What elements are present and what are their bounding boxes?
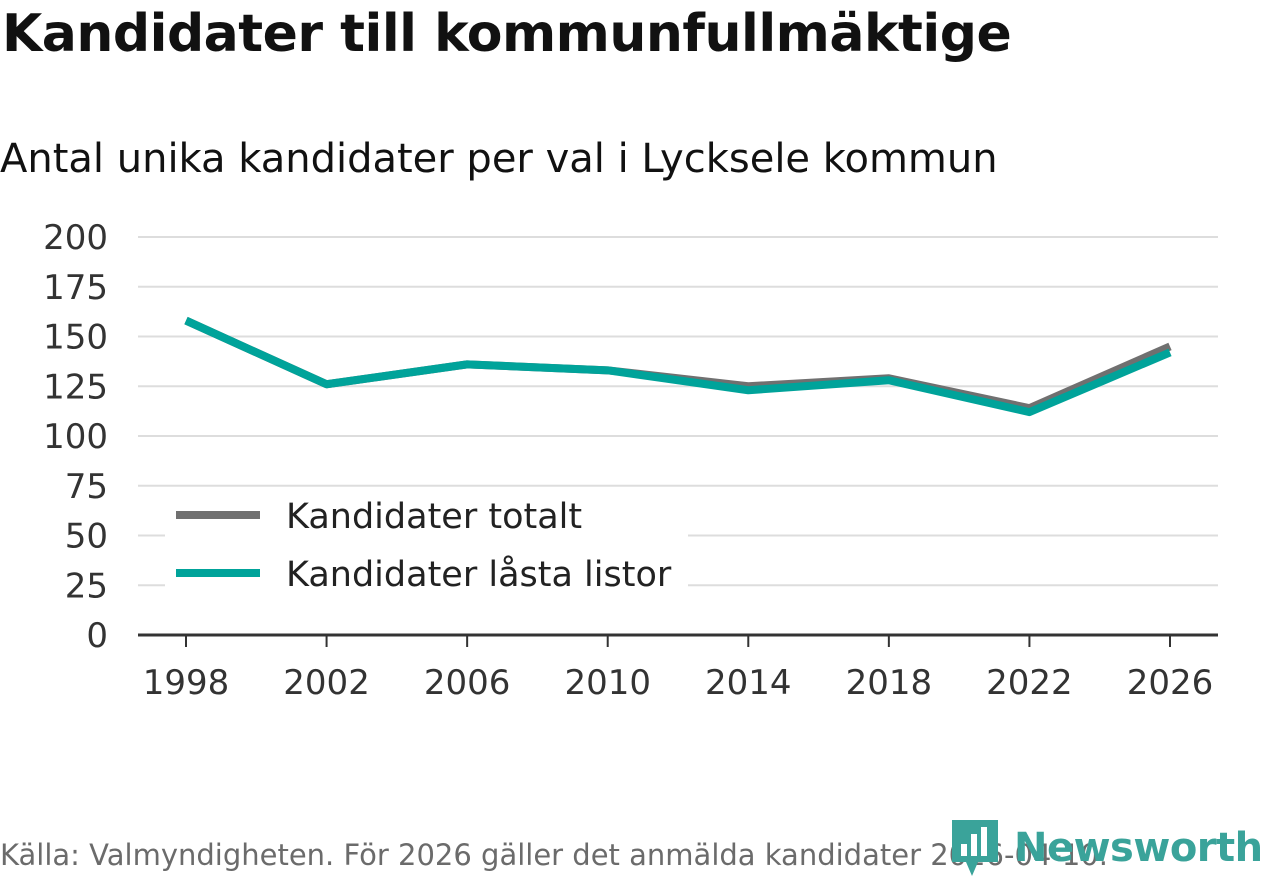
y-tick-label: 200 xyxy=(43,218,108,258)
x-tick-label: 1998 xyxy=(143,663,230,703)
y-tick-label: 25 xyxy=(65,566,108,606)
y-tick-label: 150 xyxy=(43,318,108,358)
x-tick-label: 2022 xyxy=(986,663,1073,703)
y-tick-label: 50 xyxy=(65,517,108,557)
x-tick-label: 2006 xyxy=(424,663,511,703)
brand-name: Newsworthy xyxy=(1014,825,1262,871)
x-tick-label: 2018 xyxy=(846,663,933,703)
x-axis-ticks: 1998 2002 2006 2010 2014 2018 2022 2026 xyxy=(143,635,1214,703)
x-tick-label: 2026 xyxy=(1127,663,1214,703)
series-line-total xyxy=(184,316,1172,413)
x-tick-label: 2014 xyxy=(705,663,792,703)
y-tick-label: 125 xyxy=(43,367,108,407)
legend-label-total: Kandidater totalt xyxy=(286,497,582,537)
gridlines xyxy=(138,236,1218,637)
chart-title: Kandidater till kommunfullmäktige xyxy=(2,4,1012,64)
x-tick-label: 2002 xyxy=(283,663,370,703)
legend: Kandidater totalt Kandidater låsta listo… xyxy=(165,488,688,600)
y-tick-label: 0 xyxy=(86,616,108,656)
legend-background xyxy=(165,488,688,600)
legend-label-locked: Kandidater låsta listor xyxy=(286,554,672,595)
y-tick-label: 75 xyxy=(65,467,108,507)
y-tick-label: 175 xyxy=(43,268,108,308)
y-tick-label: 100 xyxy=(43,417,108,457)
brand-logo[interactable]: Newsworthy xyxy=(950,818,1262,878)
x-tick-label: 2010 xyxy=(564,663,651,703)
newsworthy-logo-icon xyxy=(952,820,998,876)
series-line-locked xyxy=(184,316,1172,417)
chart-subtitle: Antal unika kandidater per val i Lycksel… xyxy=(0,136,998,182)
series-lines xyxy=(184,316,1172,417)
y-axis-ticks: 0 25 50 75 100 125 150 175 200 xyxy=(43,218,108,656)
source-note: Källa: Valmyndigheten. För 2026 gäller d… xyxy=(0,838,1108,872)
